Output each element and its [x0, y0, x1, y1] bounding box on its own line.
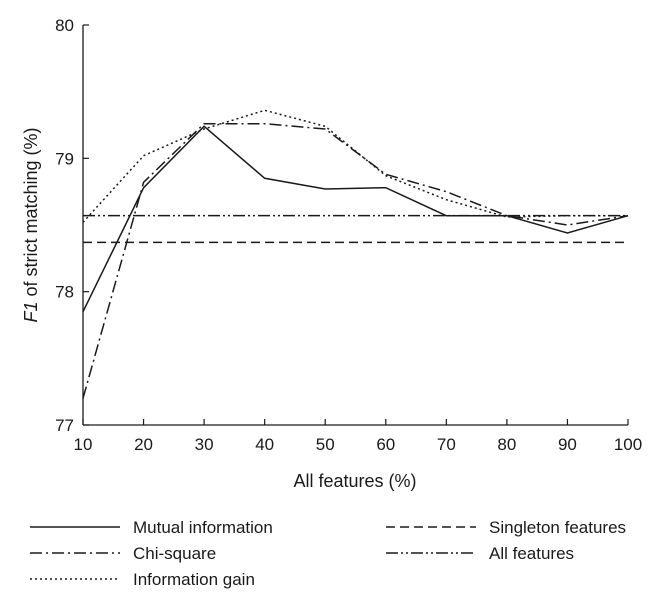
- x-tick-label: 70: [437, 435, 456, 454]
- x-tick-label: 20: [134, 435, 153, 454]
- y-tick-label: 77: [55, 416, 74, 435]
- x-tick-label: 30: [195, 435, 214, 454]
- legend-label: Information gain: [133, 570, 255, 589]
- x-tick-label: 80: [497, 435, 516, 454]
- axes: 77 78 79 80 10 20 30 40 50 60 70 80 90 100: [55, 16, 642, 454]
- legend-label: Mutual information: [133, 518, 273, 537]
- series-line-information-gain: [82, 109, 628, 223]
- x-tick-label: 50: [316, 435, 335, 454]
- y-tick-label: 78: [55, 283, 74, 302]
- legend-label: Singleton features: [489, 518, 626, 537]
- x-tick-label: 40: [255, 435, 274, 454]
- legend-label: Chi-square: [133, 544, 216, 563]
- series-lines: [82, 109, 629, 399]
- x-tick-label: 10: [74, 435, 93, 454]
- legend: Mutual information Chi-square Information …: [30, 518, 626, 589]
- y-tick-label: 79: [55, 149, 74, 168]
- y-axis-label-rest: of strict matching (%): [21, 127, 41, 301]
- series-line-mutual-information: [82, 125, 629, 313]
- x-tick-label: 60: [376, 435, 395, 454]
- y-axis-label: F1 of strict matching (%): [21, 127, 41, 322]
- x-axis-label: All features (%): [293, 471, 416, 491]
- x-tick-label: 90: [558, 435, 577, 454]
- y-tick-label: 80: [55, 16, 74, 35]
- series-line-chi-square: [82, 122, 629, 399]
- x-tick-label: 100: [614, 435, 642, 454]
- y-axis-label-italic: F1: [21, 302, 41, 323]
- legend-label: All features: [489, 544, 574, 563]
